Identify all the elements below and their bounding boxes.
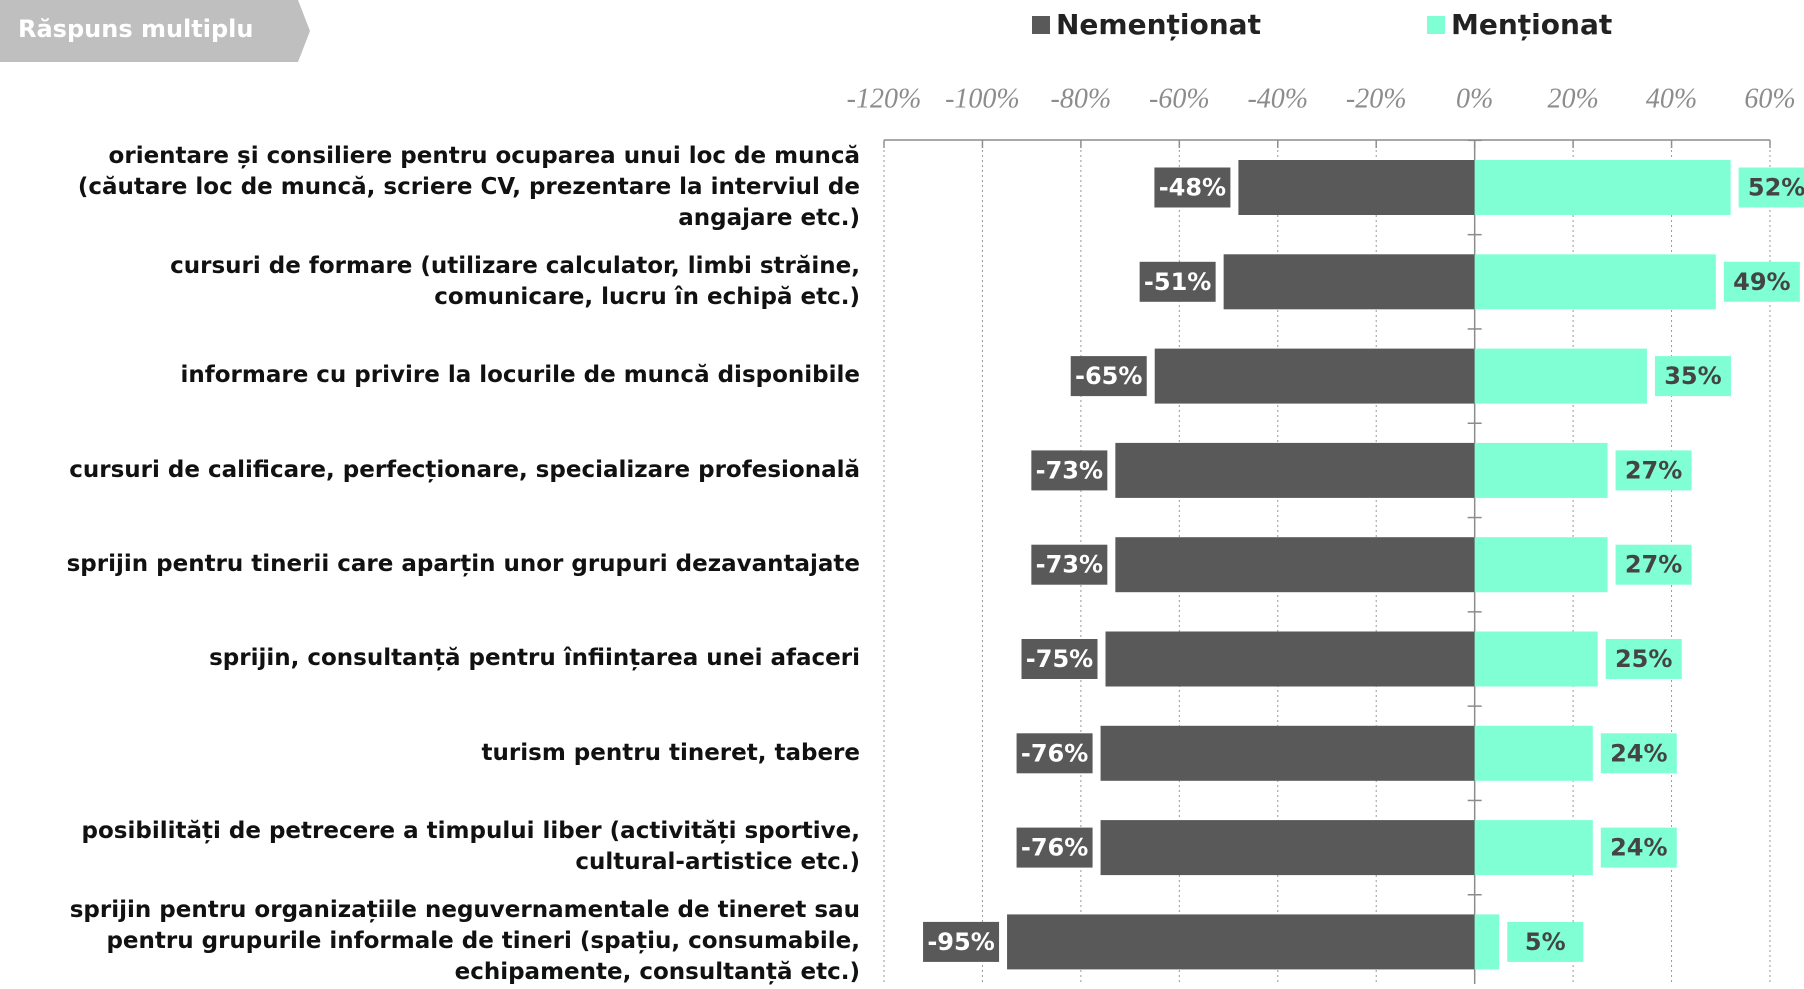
category-text: sprijin pentru organizațiile neguvername… <box>69 897 860 986</box>
x-tick-label: -100% <box>945 83 1020 114</box>
value-label: 49% <box>1733 268 1790 296</box>
category-text: orientare și consiliere pentru ocuparea … <box>77 142 860 231</box>
bar <box>1007 914 1475 970</box>
value-label: -76% <box>1021 834 1088 862</box>
value-label-box <box>1031 544 1108 585</box>
value-label: -76% <box>1021 739 1088 767</box>
bar <box>1238 160 1475 215</box>
value-label-box <box>1507 921 1584 962</box>
bar <box>1105 631 1475 687</box>
x-tick-label: -80% <box>1051 83 1112 114</box>
value-label-box <box>1605 639 1682 679</box>
bar <box>1100 725 1475 781</box>
bar <box>1474 348 1647 404</box>
bar <box>1474 820 1593 876</box>
bar <box>1154 348 1475 404</box>
value-label: -73% <box>1036 551 1103 579</box>
bar <box>1115 442 1475 498</box>
value-label-box <box>1600 733 1677 774</box>
x-tick-label: -120% <box>847 83 922 114</box>
value-label-box <box>1139 261 1216 302</box>
bar <box>1474 914 1500 970</box>
bar <box>1474 442 1608 498</box>
value-label: 24% <box>1610 834 1667 862</box>
value-label: 24% <box>1610 739 1667 767</box>
value-label-box <box>923 921 1000 962</box>
bar <box>1223 254 1475 310</box>
value-label-box <box>1016 733 1093 774</box>
category-label: informare cu privire la locurile de munc… <box>10 329 860 423</box>
value-label-box <box>1154 167 1231 208</box>
category-text: sprijin, consultanță pentru înființarea … <box>209 645 860 672</box>
value-label: -73% <box>1036 456 1103 484</box>
legend-label: Menționat <box>1451 8 1612 41</box>
category-text: cursuri de formare (utilizare calculator… <box>170 252 860 310</box>
value-label-box <box>1723 261 1800 302</box>
value-label: -48% <box>1159 174 1226 202</box>
value-label: 35% <box>1664 362 1721 390</box>
x-tick-label: 40% <box>1646 83 1697 114</box>
value-label-box <box>1615 450 1692 491</box>
x-tick-label: -40% <box>1247 83 1308 114</box>
value-label: 52% <box>1748 174 1804 202</box>
value-label-box <box>1738 167 1804 208</box>
legend-swatch <box>1427 16 1445 34</box>
legend-label: Nemenționat <box>1056 8 1261 41</box>
bar <box>1474 537 1608 593</box>
category-text: posibilități de petrecere a timpului lib… <box>81 818 860 876</box>
bar <box>1100 820 1475 876</box>
x-tick-label: 60% <box>1744 83 1795 114</box>
category-label: posibilități de petrecere a timpului lib… <box>10 800 860 894</box>
value-label-box <box>1021 639 1098 679</box>
bar <box>1474 160 1731 215</box>
value-label: 27% <box>1625 551 1682 579</box>
category-text: informare cu privire la locurile de munc… <box>180 362 860 389</box>
category-text: sprijin pentru tinerii care aparțin unor… <box>66 551 860 578</box>
category-label: orientare și consiliere pentru ocuparea … <box>10 140 860 234</box>
bar <box>1474 631 1598 687</box>
category-label: cursuri de formare (utilizare calculator… <box>10 235 860 329</box>
value-label: -75% <box>1026 645 1093 673</box>
value-label: -95% <box>927 928 994 956</box>
category-label: sprijin pentru tinerii care aparțin unor… <box>10 518 860 612</box>
value-label: 25% <box>1615 645 1672 673</box>
value-label-box <box>1070 356 1147 397</box>
x-tick-label: 0% <box>1456 83 1493 114</box>
value-label: -51% <box>1144 268 1211 296</box>
category-label: sprijin pentru organizațiile neguvername… <box>10 895 860 989</box>
bar <box>1474 725 1593 781</box>
x-tick-label: 20% <box>1547 83 1598 114</box>
value-label-box <box>1615 544 1692 585</box>
legend-swatch <box>1032 16 1050 34</box>
value-label: -65% <box>1075 362 1142 390</box>
category-text: cursuri de calificare, perfecționare, sp… <box>69 456 860 483</box>
category-text: turism pentru tineret, tabere <box>481 739 860 766</box>
value-label-box <box>1031 450 1108 491</box>
badge-shape <box>0 0 310 62</box>
bar <box>1474 254 1716 310</box>
value-label-box <box>1600 827 1677 868</box>
value-label-box <box>1016 827 1093 868</box>
x-tick-label: -20% <box>1346 83 1407 114</box>
value-label-box <box>1654 356 1731 397</box>
value-label: 5% <box>1525 928 1566 956</box>
x-tick-label: -60% <box>1149 83 1210 114</box>
value-label: 27% <box>1625 456 1682 484</box>
bar <box>1115 537 1475 593</box>
badge: Răspuns multiplu <box>18 15 253 43</box>
category-label: turism pentru tineret, tabere <box>10 706 860 800</box>
category-label: sprijin, consultanță pentru înființarea … <box>10 612 860 706</box>
category-label: cursuri de calificare, perfecționare, sp… <box>10 423 860 517</box>
